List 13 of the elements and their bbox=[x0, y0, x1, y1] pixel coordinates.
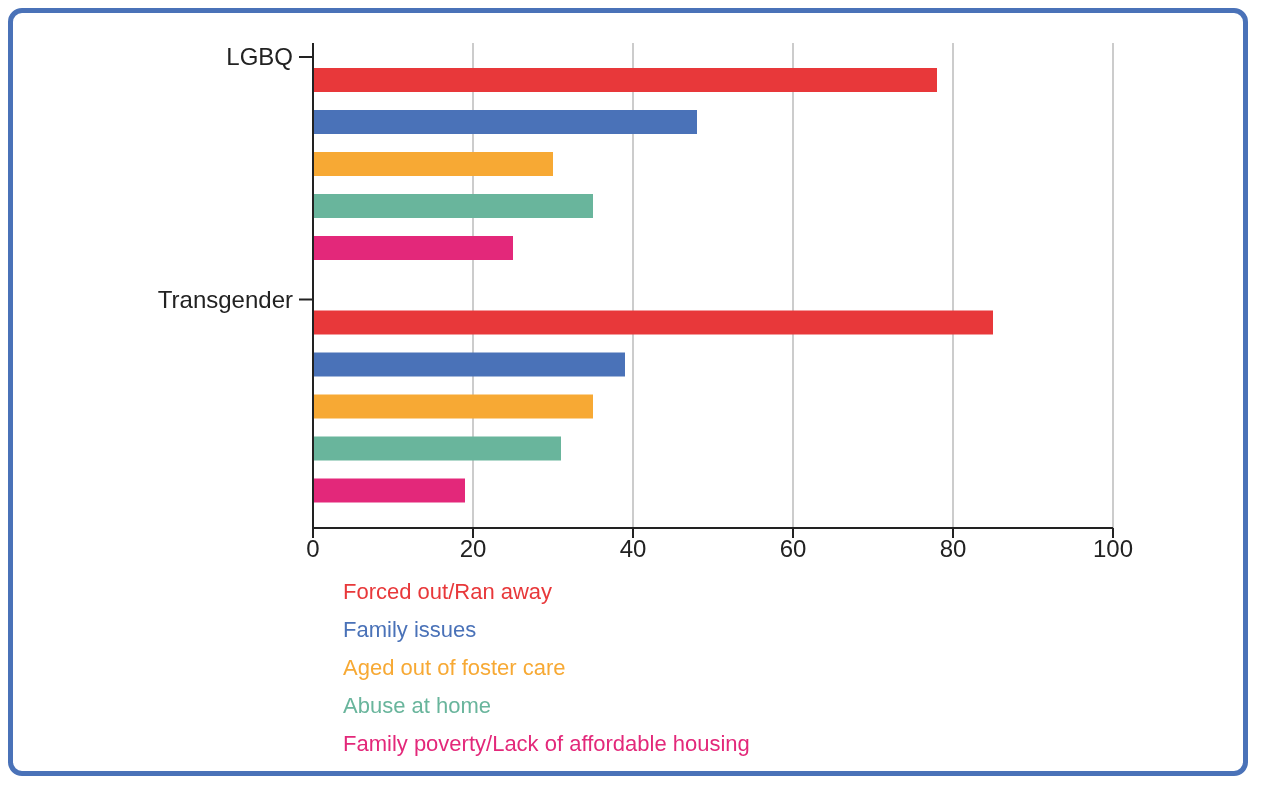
text: Aged out of foster care bbox=[343, 654, 567, 682]
text: Family issues bbox=[343, 616, 478, 644]
x-tick-label: 60 bbox=[779, 535, 807, 563]
y-tick-label: LGBQ bbox=[226, 43, 293, 71]
y-tick-label: Transgender bbox=[157, 285, 294, 313]
x-tick-label: 100 bbox=[1092, 535, 1134, 563]
x-tick-label: 80 bbox=[939, 535, 967, 563]
text: Abuse at home bbox=[343, 692, 492, 720]
text: Forced out/Ran away bbox=[343, 578, 554, 606]
x-tick-label: 0 bbox=[306, 535, 320, 563]
x-tick-label: 20 bbox=[459, 535, 487, 563]
text: Family poverty/Lack of affordable housing bbox=[343, 730, 751, 758]
x-tick-label: 40 bbox=[619, 535, 647, 563]
